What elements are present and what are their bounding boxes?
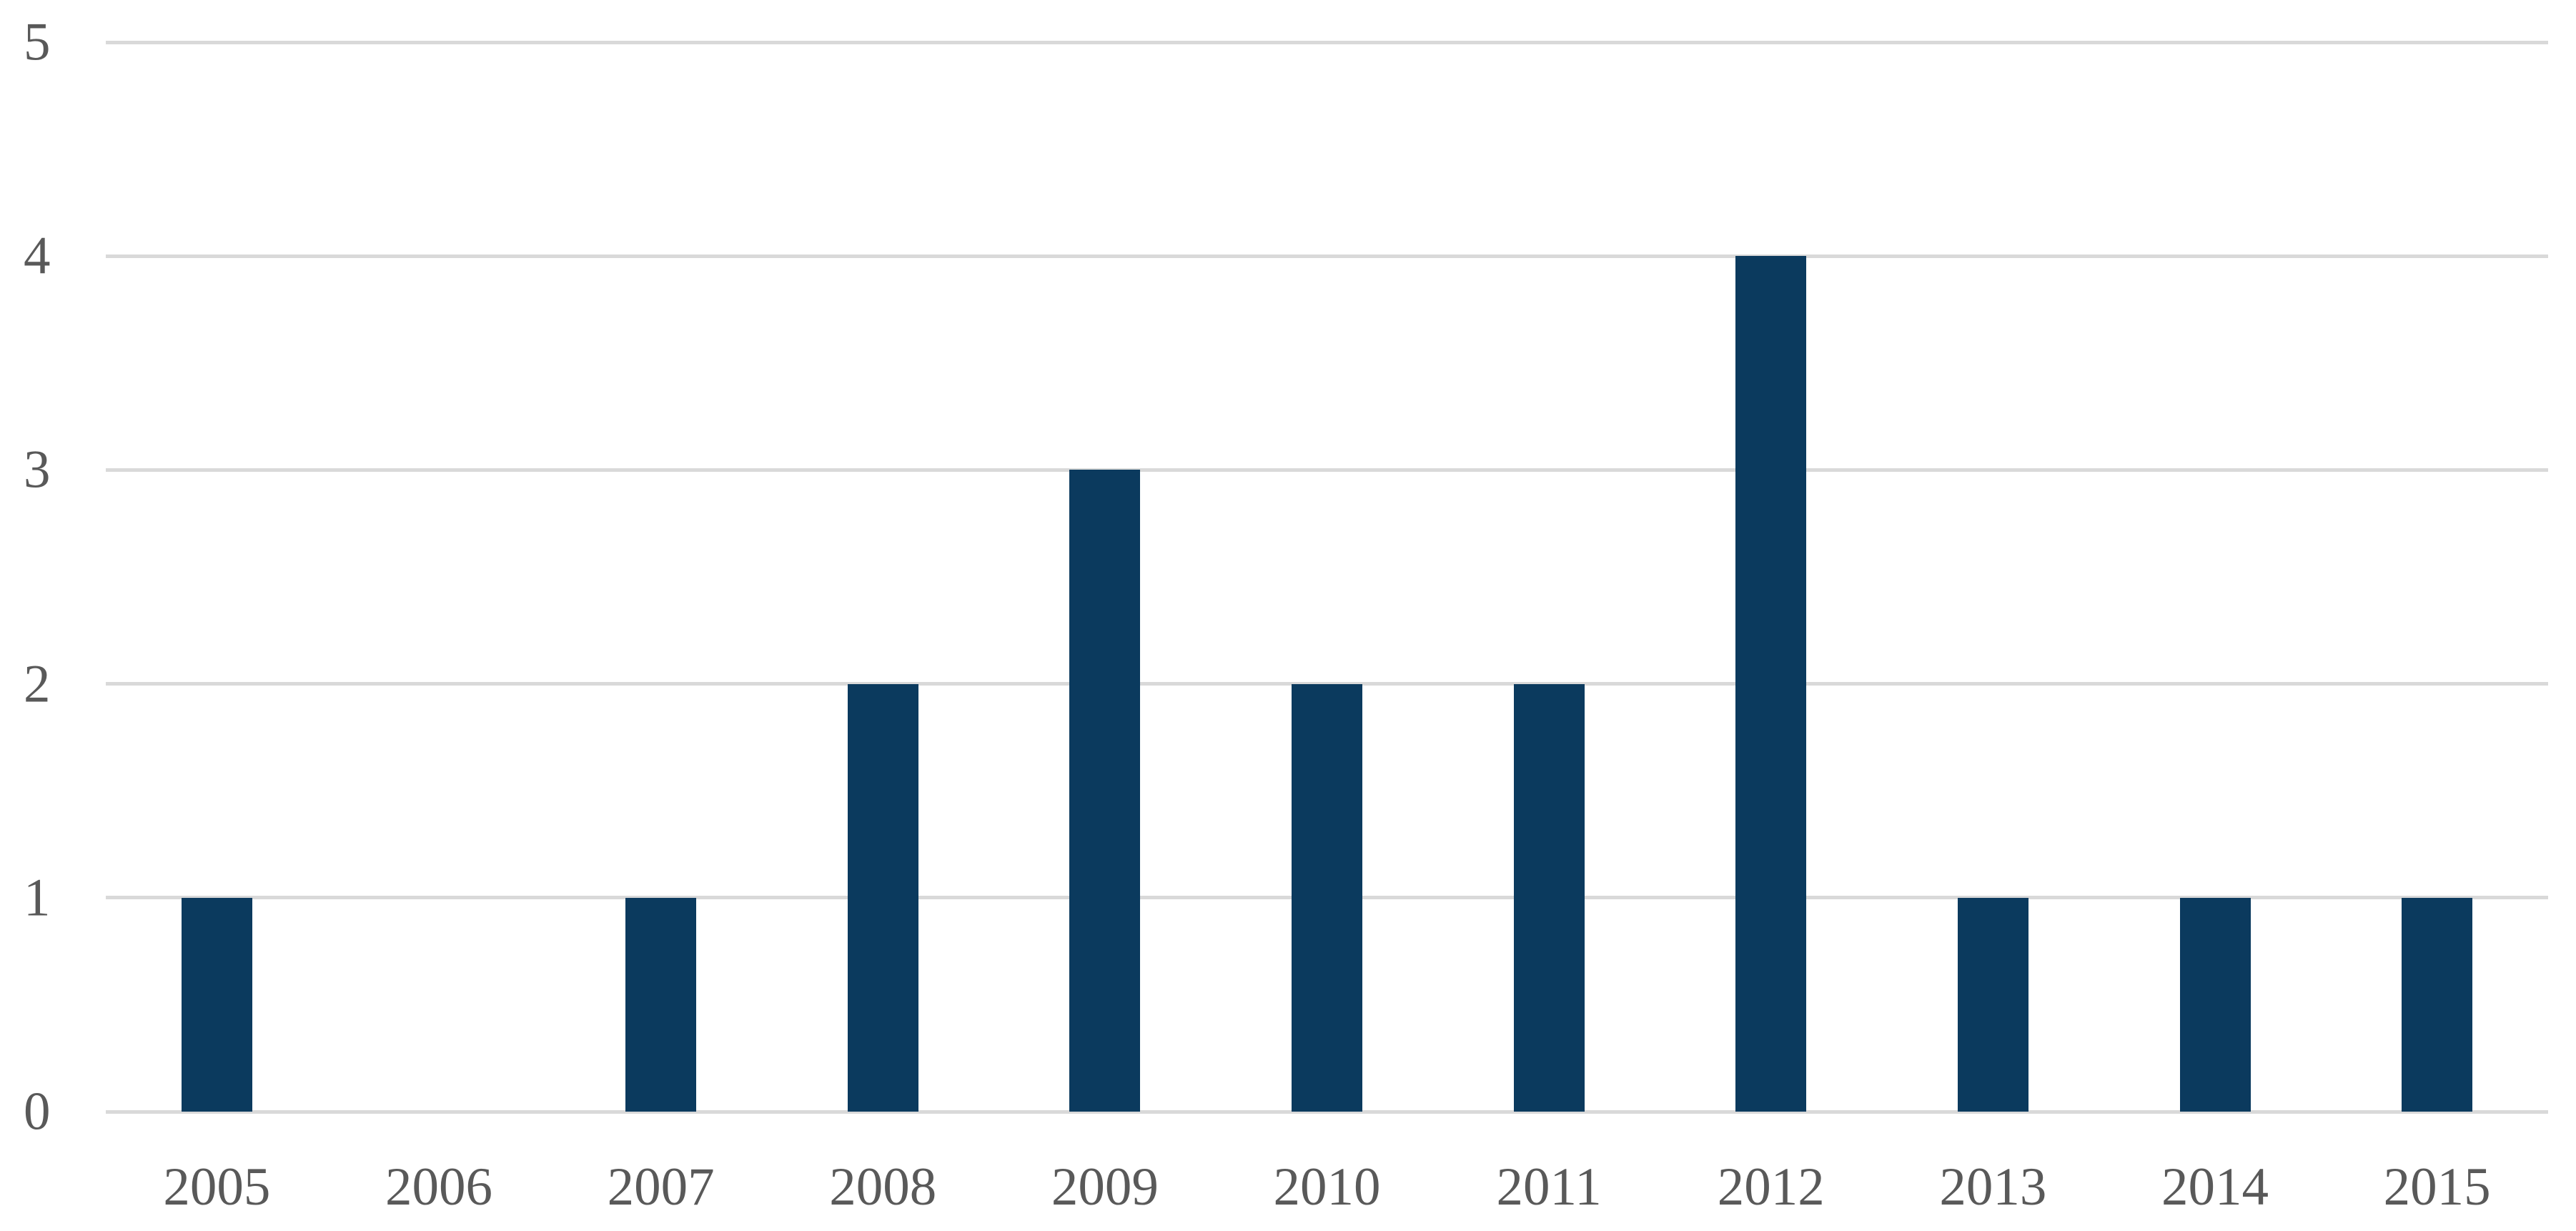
gridline-y-0 [106,1109,2548,1114]
bar-2012 [1735,256,1807,1112]
x-axis-label-2005: 2005 [163,1157,271,1217]
bar-2010 [1292,683,1362,1112]
bar-2011 [1513,683,1585,1112]
bar-2008 [847,683,918,1112]
y-axis-tick-label: 2 [24,654,51,714]
x-axis-label-2013: 2013 [1939,1157,2047,1217]
bar-2015 [2402,897,2473,1112]
x-axis-label-2007: 2007 [607,1157,715,1217]
gridline-y-4 [106,254,2548,258]
y-axis-tick-label: 3 [24,440,51,500]
x-axis-label-2011: 2011 [1496,1157,1602,1217]
x-axis-label-2010: 2010 [1273,1157,1381,1217]
bar-2009 [1069,470,1141,1112]
x-axis-label-2008: 2008 [829,1157,937,1217]
y-axis-tick-label: 1 [24,868,51,928]
gridline-y-3 [106,468,2548,472]
x-axis-label-2006: 2006 [385,1157,492,1217]
y-axis-tick-label: 0 [24,1082,51,1142]
x-axis-label-2015: 2015 [2383,1157,2491,1217]
bar-2014 [2179,897,2251,1112]
bar-2013 [1957,897,2028,1112]
y-axis-tick-label: 4 [24,226,51,286]
gridline-y-5 [106,40,2548,44]
gridline-y-2 [106,682,2548,686]
x-axis-label-2012: 2012 [1717,1157,1825,1217]
bar-2007 [625,897,697,1112]
x-axis-label-2009: 2009 [1051,1157,1159,1217]
y-axis-tick-label: 5 [24,12,51,72]
plot-area [106,40,2548,1114]
x-axis-label-2014: 2014 [2161,1157,2269,1217]
bar-2005 [181,897,252,1112]
